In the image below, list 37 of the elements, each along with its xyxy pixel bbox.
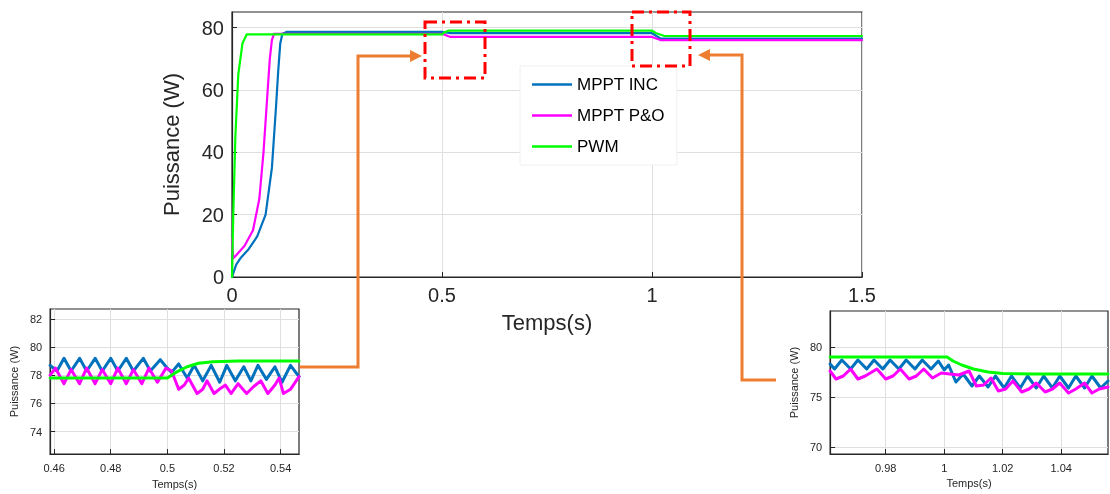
y-axis-title: Puissance (W): [7, 345, 20, 418]
y-tick-label: 0: [212, 266, 224, 288]
y-tick-label: 76: [29, 397, 43, 410]
x-tick-label: 0.98: [875, 461, 897, 474]
x-axis-title: Temps(s): [501, 309, 593, 335]
y-tick-label: 80: [201, 16, 224, 39]
line-series: [828, 367, 1110, 395]
y-tick-label: 40: [201, 141, 224, 164]
y-tick-label: 20: [201, 203, 224, 226]
x-tick-label: 1.02: [991, 461, 1014, 474]
line-series: [828, 355, 1110, 376]
x-tick-label: 1.5: [848, 284, 876, 306]
legend-label: PWM: [577, 137, 619, 156]
x-tick-label: 0.54: [269, 461, 292, 474]
y-tick-label: 78: [29, 369, 43, 382]
y-tick-label: 80: [809, 341, 823, 353]
y-tick-label: 75: [809, 391, 823, 403]
y-axis-title: Puissance (W): [158, 72, 184, 217]
y-tick-label: 82: [29, 312, 43, 325]
y-tick-label: 80: [29, 341, 43, 354]
x-tick-label: 1: [646, 284, 658, 306]
x-tick-label: 0.5: [428, 284, 456, 306]
x-tick-label: 0: [226, 284, 238, 306]
x-axis-title: Temps(s): [946, 477, 992, 490]
x-tick-label: 1.04: [1050, 461, 1072, 474]
x-tick-label: 0.52: [213, 461, 235, 474]
x-tick-label: 0.48: [100, 461, 122, 474]
x-axis-title: Temps(s): [151, 477, 198, 490]
x-tick-label: 0.46: [43, 461, 65, 474]
y-tick-label: 60: [201, 78, 224, 101]
legend-label: MPPT INC: [577, 75, 658, 94]
x-tick-label: 0.5: [159, 461, 175, 474]
x-tick-label: 1: [941, 461, 948, 474]
legend-label: MPPT P&O: [577, 106, 665, 125]
y-tick-label: 70: [809, 441, 823, 453]
y-tick-label: 74: [29, 425, 43, 438]
y-axis-title: Puissance (W): [787, 346, 800, 419]
